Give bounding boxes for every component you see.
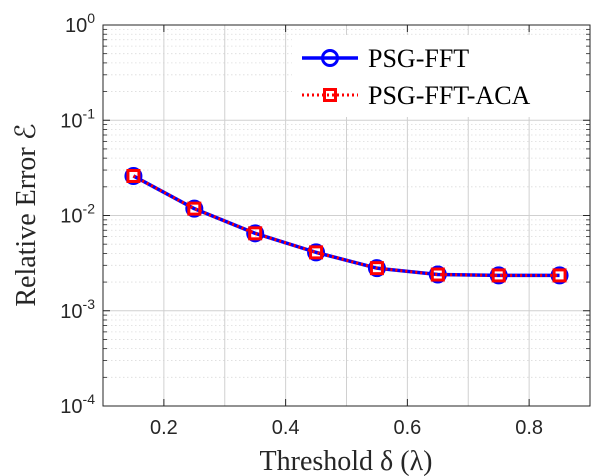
data-point-square (369, 261, 384, 276)
data-point-square (323, 88, 337, 102)
legend-label: PSG-FFT-ACA (368, 81, 531, 110)
data-point-circle (367, 259, 386, 278)
grid-minor (103, 28, 590, 378)
data-point-square (187, 201, 202, 216)
legend-entries: PSG-FFT PSG-FFT-ACA (302, 44, 531, 110)
data-point-circle (321, 49, 339, 67)
data-point-square (248, 226, 263, 241)
tick-labels: 10-4 10-3 10-2 10-1 100 0.2 0.4 0.6 0.8 (60, 10, 543, 439)
legend: PSG-FFT PSG-FFT-ACA (292, 35, 586, 117)
y-tick-label: 10-4 (60, 391, 95, 418)
data-point-square (309, 245, 324, 260)
x-axis-label: Threshold δ (λ) (260, 446, 433, 476)
data-point-square (552, 268, 567, 283)
series-square (126, 168, 567, 283)
legend-entry: PSG-FFT (302, 44, 469, 73)
y-tick-label: 10-2 (60, 201, 95, 228)
y-tick-label: 100 (65, 10, 95, 37)
series-line (132, 174, 560, 277)
data-point-circle (124, 166, 143, 185)
data-point-square (430, 267, 445, 282)
x-tick-label: 0.4 (272, 417, 300, 439)
x-tick-label: 0.6 (393, 417, 421, 439)
legend-box (292, 35, 586, 117)
data-point-circle (246, 224, 265, 243)
legend-label: PSG-FFT (368, 44, 469, 73)
x-tick-label: 0.8 (515, 417, 543, 439)
y-tick-label: 10-3 (60, 296, 95, 323)
data-point-circle (307, 243, 326, 262)
x-tick-label: 0.2 (150, 417, 178, 439)
axis-ticks (103, 24, 590, 407)
y-axis-label: Relative Error ℰ (11, 123, 42, 306)
series-layer (124, 166, 569, 285)
data-point-square (126, 168, 141, 183)
y-tick-label: 10-1 (60, 105, 95, 132)
data-point-circle (185, 199, 204, 218)
data-point-square (491, 268, 506, 283)
legend-entry: PSG-FFT-ACA (302, 81, 531, 110)
